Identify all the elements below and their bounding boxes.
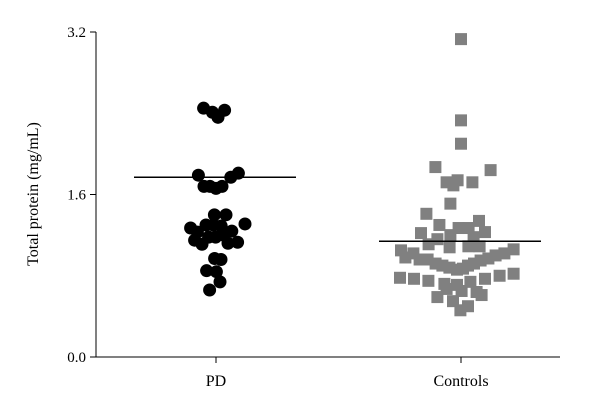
point-pd-10 [215, 179, 229, 193]
point-controls-17 [467, 231, 480, 244]
point-controls-3 [429, 161, 442, 174]
point-controls-48 [493, 269, 506, 282]
point-controls-39 [498, 247, 511, 260]
point-controls-2 [455, 137, 467, 150]
point-pd-25 [221, 236, 235, 250]
point-pd-31 [213, 275, 227, 289]
point-pd-4 [191, 168, 205, 182]
data-points [184, 33, 520, 317]
y-tick-label-1: 1.6 [67, 188, 86, 204]
point-controls-55 [447, 295, 459, 308]
point-controls-8 [466, 176, 479, 189]
point-pd-28 [214, 253, 228, 266]
point-pd-32 [203, 283, 217, 297]
point-controls-11 [433, 218, 446, 231]
point-controls-20 [431, 233, 444, 246]
point-controls-13 [462, 222, 475, 235]
point-controls-4 [484, 164, 497, 177]
point-pd-3 [218, 103, 232, 117]
x-tick-label-pd: PD [206, 373, 226, 390]
point-controls-14 [473, 214, 485, 227]
point-controls-16 [444, 229, 457, 242]
y-axis-label: Total protein (mg/mL) [25, 122, 42, 266]
y-tick-label-0: 0.0 [67, 350, 86, 366]
y-tick-label-2: 3.2 [67, 25, 86, 41]
point-controls-57 [454, 304, 467, 317]
point-controls-10 [420, 207, 433, 220]
point-controls-53 [431, 291, 444, 304]
x-tick-label-controls: Controls [433, 373, 488, 390]
point-controls-51 [455, 284, 468, 297]
point-controls-9 [444, 197, 457, 210]
point-controls-49 [507, 267, 520, 280]
point-controls-43 [422, 274, 435, 287]
point-controls-15 [415, 227, 427, 240]
point-controls-40 [507, 243, 520, 256]
point-controls-1 [455, 114, 467, 127]
point-controls-54 [475, 289, 488, 302]
point-controls-7 [451, 174, 464, 187]
mean-lines [134, 176, 541, 242]
point-pd-26 [231, 235, 245, 249]
axes: 0.0 1.6 3.2 PD Controls [67, 25, 560, 390]
labels: Total protein (mg/mL) [25, 122, 42, 266]
point-pd-12 [219, 208, 233, 222]
point-pd-11 [207, 208, 221, 222]
point-controls-22 [462, 240, 475, 253]
point-controls-50 [440, 282, 453, 295]
point-controls-0 [455, 33, 467, 46]
point-pd-30 [209, 265, 223, 279]
point-controls-23 [473, 240, 486, 253]
point-controls-18 [479, 226, 491, 239]
point-pd-16 [238, 217, 252, 231]
point-controls-21 [443, 241, 456, 254]
point-controls-46 [464, 275, 477, 288]
point-controls-41 [394, 271, 406, 284]
point-controls-42 [408, 272, 420, 285]
point-controls-47 [479, 272, 491, 285]
point-pd-29 [200, 264, 214, 278]
